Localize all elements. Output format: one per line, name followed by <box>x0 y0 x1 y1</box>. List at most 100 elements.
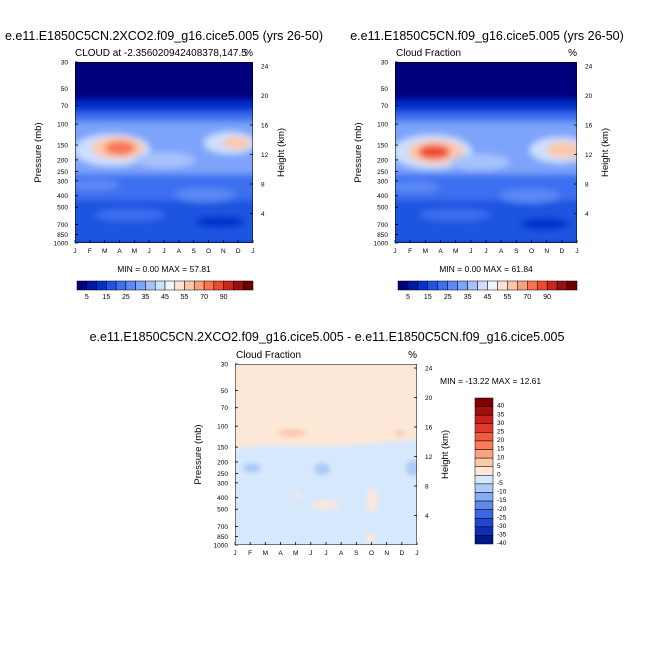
x-tick-label: J <box>469 248 472 255</box>
panel-3-stats: MIN = -13.22 MAX = 12.61 <box>440 376 541 386</box>
colorbar-label: 25 <box>497 428 505 435</box>
colorbar-label: -40 <box>497 540 507 547</box>
colorbar-cell <box>474 500 494 510</box>
colorbar-cell <box>474 457 494 467</box>
x-tick-label: D <box>236 248 241 255</box>
x-tick-label: A <box>177 248 182 255</box>
colorbar-cell <box>474 475 494 485</box>
panel-1-unit: % <box>244 48 253 59</box>
x-tick-label: D <box>559 248 564 255</box>
x-tick-label: J <box>393 248 396 255</box>
colorbar-cell <box>106 280 117 291</box>
y-tick-label: 250 <box>377 169 388 176</box>
y-tick-label: 50 <box>61 86 69 93</box>
colorbar-label: 55 <box>181 294 189 301</box>
colorbar-cell <box>556 280 568 291</box>
y2-tick-label: 16 <box>261 123 269 130</box>
colorbar-cell <box>115 280 127 291</box>
colorbar-label: 5 <box>406 294 410 301</box>
colorbar-label: -35 <box>497 532 507 539</box>
panel-3-subtitle: Cloud Fraction <box>236 350 301 361</box>
x-tick-label: J <box>324 550 327 557</box>
y-tick-label: 100 <box>57 122 68 129</box>
colorbar-cell <box>474 414 494 425</box>
colorbar-label: 35 <box>142 294 150 301</box>
colorbar-cell <box>477 280 488 291</box>
y-tick-label: 150 <box>57 143 68 150</box>
y-tick-label: 500 <box>377 205 388 212</box>
colorbar-cell <box>457 280 468 291</box>
panel-2-field <box>395 100 577 243</box>
y-tick-label: 400 <box>217 495 228 502</box>
panel-2-title: e.e11.E1850C5CN.f09_g16.cice5.005 (yrs 2… <box>350 29 624 43</box>
x-tick-label: N <box>221 248 226 255</box>
x-tick-label: S <box>191 248 196 255</box>
y-axis-label: Pressure (mb) <box>193 424 204 484</box>
y-tick-label: 300 <box>377 178 388 185</box>
panel-2: e.e11.E1850C5CN.f09_g16.cice5.005 (yrs 2… <box>350 29 624 301</box>
y-axis-label: Pressure (mb) <box>353 122 364 182</box>
colorbar-cell <box>184 280 195 291</box>
colorbar-cell <box>546 280 558 291</box>
colorbar-label: -10 <box>497 489 507 496</box>
panel-1-colorbar: 5 15 25 35 45 55 70 90 <box>76 280 254 301</box>
x-tick-label: J <box>309 550 312 557</box>
colorbar-cell <box>233 280 244 291</box>
colorbar-cell <box>437 280 448 291</box>
colorbar-cell <box>164 280 176 291</box>
colorbar-cell <box>474 517 494 528</box>
colorbar-cell <box>145 280 156 291</box>
x-tick-label: J <box>484 248 487 255</box>
y-tick-label: 150 <box>217 445 228 452</box>
colorbar-cell <box>213 280 224 291</box>
colorbar-label: 0 <box>497 471 501 478</box>
colorbar-label: 45 <box>161 294 169 301</box>
y-tick-label: 850 <box>217 534 228 541</box>
colorbar-cell <box>566 280 578 291</box>
y-tick-label: 100 <box>217 424 228 431</box>
colorbar-cell <box>536 280 548 291</box>
x-tick-label: D <box>399 550 404 557</box>
y2-tick-label: 8 <box>425 484 429 491</box>
y2-tick-label: 4 <box>425 513 429 520</box>
x-tick-label: F <box>408 248 412 255</box>
y2-axis-label: Height (km) <box>600 128 611 177</box>
x-tick-label: N <box>544 248 549 255</box>
x-tick-label: F <box>88 248 92 255</box>
colorbar-cell <box>174 280 185 291</box>
colorbar-cell <box>497 280 508 291</box>
y-tick-label: 700 <box>377 222 388 229</box>
x-tick-label: J <box>148 248 151 255</box>
colorbar-cell <box>447 280 458 291</box>
x-tick-label: N <box>384 550 389 557</box>
x-tick-label: J <box>233 550 236 557</box>
colorbar-cell <box>474 535 494 545</box>
colorbar-label: 25 <box>122 294 130 301</box>
x-tick-label: M <box>453 248 458 255</box>
colorbar-label: 30 <box>497 420 505 427</box>
panel-3-unit: % <box>408 350 417 361</box>
x-tick-label: J <box>251 248 254 255</box>
x-tick-label: M <box>293 550 298 557</box>
colorbar-label: -5 <box>497 480 503 487</box>
panel-2-plot-area <box>395 62 577 243</box>
y-tick-label: 200 <box>57 157 68 164</box>
colorbar-cell <box>86 280 97 291</box>
x-tick-label: J <box>415 550 418 557</box>
y-tick-label: 850 <box>57 232 68 239</box>
y-tick-label: 50 <box>381 86 389 93</box>
x-tick-label: S <box>354 550 359 557</box>
panel-2-axes: J F M A M J J A S O N D J 30 50 70 100 150 200 250 300 400 500… <box>353 60 611 256</box>
x-tick-label: A <box>278 550 283 557</box>
y-tick-label: 100 <box>377 122 388 129</box>
y-tick-label: 500 <box>217 507 228 514</box>
colorbar-cell <box>474 397 494 407</box>
panel-2-colorbar: 5 15 25 35 45 55 70 90 <box>397 280 578 301</box>
colorbar-cell <box>96 280 107 291</box>
colorbar-cell <box>417 280 429 291</box>
colorbar-label: -15 <box>497 497 507 504</box>
y2-tick-label: 8 <box>261 182 265 189</box>
x-tick-label: A <box>438 248 443 255</box>
